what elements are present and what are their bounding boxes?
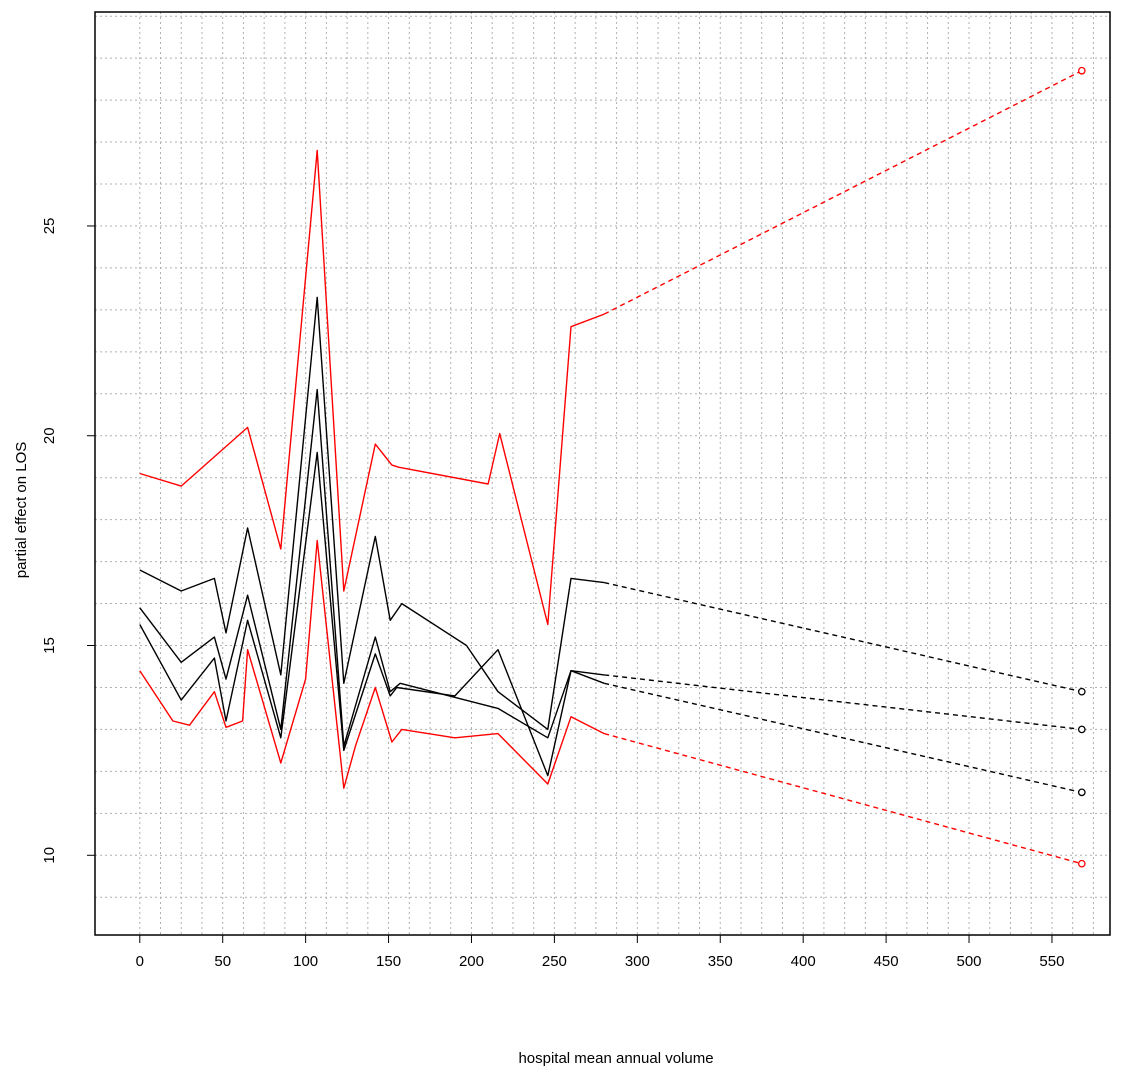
y-tick-label: 10	[41, 847, 58, 864]
series-2-dashed-line	[604, 581, 1082, 693]
series-4-dashed-line	[604, 682, 1082, 794]
y-tick-label: 15	[41, 637, 58, 654]
series-1-line	[139, 149, 605, 626]
series-2-end-point	[1077, 687, 1086, 696]
x-tick-label: 0	[136, 953, 144, 970]
y-tick-label: 25	[41, 218, 58, 235]
x-tick-label: 500	[957, 953, 982, 970]
x-tick-label: 250	[542, 953, 567, 970]
plot-frame	[94, 11, 1111, 936]
y-tick-label: 20	[41, 427, 58, 444]
x-tick-label: 400	[791, 953, 816, 970]
series-4-line	[139, 451, 605, 777]
series-5-dashed-line	[604, 732, 1082, 865]
x-tick-label: 300	[625, 953, 650, 970]
x-tick-label: 150	[376, 953, 401, 970]
x-axis: 0 50 100 150 200 250 300 350 400 450 500 550	[136, 935, 1064, 970]
x-tick-label: 200	[459, 953, 484, 970]
series-3-line	[139, 388, 605, 747]
x-axis-label: hospital mean annual volume	[518, 1050, 713, 1067]
series-4-end-point	[1077, 788, 1086, 797]
x-tick-label: 550	[1039, 953, 1064, 970]
series-5-line	[139, 539, 605, 789]
series-1-end-point	[1077, 66, 1086, 75]
series-3-dashed-line	[604, 674, 1082, 731]
series-3-end-point	[1077, 725, 1086, 734]
x-tick-label: 350	[708, 953, 733, 970]
x-tick-label: 50	[214, 953, 231, 970]
series-group	[139, 66, 1086, 868]
y-axis: 10 15 20 25	[41, 218, 95, 864]
series-5-end-point	[1077, 859, 1086, 868]
grid-lines	[95, 12, 1110, 935]
series-2-line	[139, 296, 605, 731]
x-tick-label: 450	[874, 953, 899, 970]
x-tick-label: 100	[293, 953, 318, 970]
y-axis-label: partial effect on LOS	[13, 442, 30, 578]
